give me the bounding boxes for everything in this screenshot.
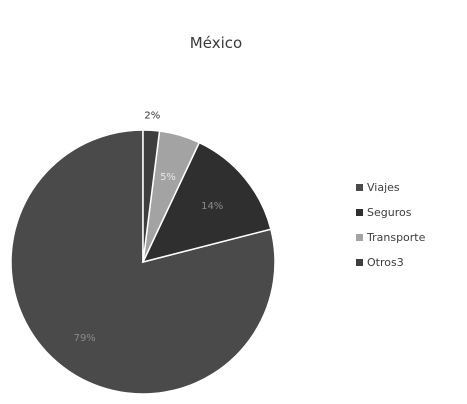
legend-label-transporte: Transporte (366, 231, 426, 244)
legend-label-otros3: Otros3 (367, 256, 404, 269)
legend-item-seguros: Seguros (356, 206, 412, 219)
legend-label-seguros: Seguros (367, 206, 412, 219)
data-label-viajes: 79% (74, 333, 96, 344)
data-label-otros3: 2% (144, 111, 160, 122)
legend-label-viajes: Viajes (367, 181, 400, 194)
legend-item-otros3: Otros3 (356, 256, 404, 269)
pie-slice-labels: 79% 14% 5% 2% (74, 111, 224, 345)
legend-swatch-transporte (356, 234, 363, 241)
legend-swatch-viajes (356, 184, 363, 191)
data-label-seguros: 14% (201, 201, 223, 212)
legend: Viajes Seguros Transporte Otros3 (356, 181, 426, 269)
legend-swatch-seguros (356, 209, 363, 216)
pie-slices (10, 129, 276, 395)
legend-item-viajes: Viajes (356, 181, 400, 194)
pie-slice-otros3 (142, 129, 161, 263)
legend-item-transporte: Transporte (356, 231, 426, 244)
chart-title: México (190, 34, 242, 52)
legend-swatch-otros3 (356, 259, 363, 266)
pie-slice-seguros (141, 141, 272, 264)
data-label-transporte: 5% (160, 172, 176, 183)
